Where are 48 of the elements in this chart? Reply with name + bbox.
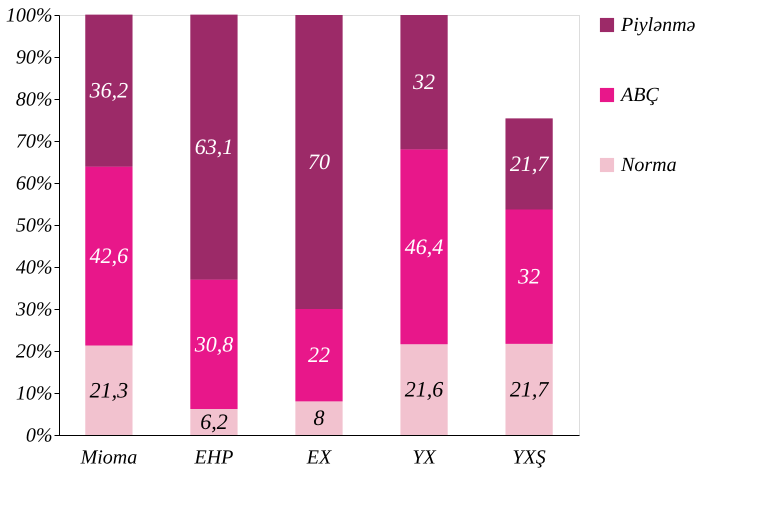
data-label: 21,6 [404,376,444,402]
data-label: 6,2 [200,408,228,434]
data-label: 8 [314,405,324,430]
y-tick-label: 10% [16,382,52,404]
legend-label: ABÇ [619,84,660,106]
x-tick-label: Mioma [80,446,138,468]
data-label: 22 [308,342,330,368]
bar [295,309,343,402]
bar [190,14,238,280]
data-label: 42,6 [90,243,128,268]
y-tick-label: 20% [16,340,52,362]
data-label: 63,1 [194,134,234,160]
data-label: 70 [308,149,330,174]
y-tick-label: 80% [16,88,52,110]
bar [505,344,553,435]
y-tick-label: 70% [16,130,52,152]
legend-label: Piylənmə [620,14,696,36]
x-tick-label: YXŞ [512,446,546,468]
data-label: 21,3 [90,377,128,402]
y-tick-label: 30% [14,298,52,320]
data-label: 32 [517,264,540,289]
bar [400,344,448,435]
y-tick-label: 0% [26,424,52,446]
legend-label: Norma [620,154,677,176]
data-label: 21,7 [510,376,550,402]
x-tick-label: EHP [194,446,234,468]
bar [295,15,343,309]
bar [85,14,133,167]
data-label: 30,8 [194,331,234,356]
data-label: 46,4 [404,234,444,259]
bar [85,346,133,435]
data-label: 32 [412,69,436,94]
bar [400,15,448,150]
bar [505,118,553,210]
y-tick-label: 50% [16,214,52,236]
data-label: 21,7 [510,150,550,176]
bar [295,401,343,435]
y-tick-label: 90% [16,46,52,68]
y-tick-label: 100% [6,4,52,26]
x-tick-label: YX [412,446,436,468]
bar [85,166,133,346]
bar [400,149,448,344]
data-label: 36,2 [88,78,128,103]
x-tick-label: EX [306,446,332,468]
y-tick-label: 60% [16,172,52,194]
bar [505,209,553,344]
bar [190,280,238,409]
y-tick-label: 40% [16,256,52,278]
